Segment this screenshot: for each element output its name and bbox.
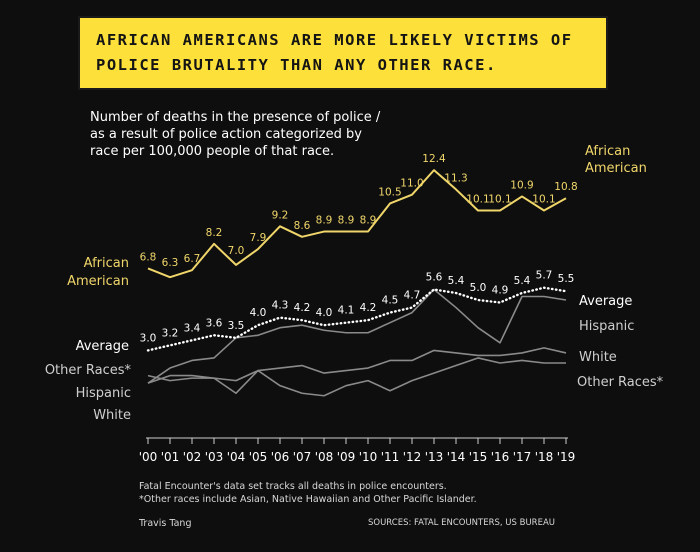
data-label-average-11: 4.5 (382, 295, 399, 307)
data-label-average-6: 4.3 (272, 300, 289, 312)
series-label-right-african-american-0: African (585, 144, 630, 159)
data-label-african-american-5: 7.9 (250, 232, 267, 244)
data-label-african-american-19: 10.8 (554, 181, 577, 193)
chart-subtitle: Number of deaths in the presence of poli… (90, 110, 381, 159)
series-label-right-hispanic-0: Hispanic (579, 319, 634, 334)
footnote-2: *Other races include Asian, Native Hawai… (139, 494, 477, 505)
data-label-average-5: 4.0 (250, 307, 267, 319)
data-label-average-0: 3.0 (140, 332, 157, 344)
data-label-average-9: 4.1 (338, 305, 355, 317)
source-credit: SOURCES: FATAL ENCOUNTERS, US BUREAU (368, 518, 555, 528)
data-label-african-american-6: 9.2 (272, 209, 289, 221)
data-label-average-3: 3.6 (206, 317, 223, 329)
x-tick-label-9: '09 (337, 450, 356, 464)
footnote-1: Fatal Encounter's data set tracks all de… (139, 481, 447, 492)
series-label-right-african-american-1: American (585, 161, 647, 176)
series-line-average (146, 286, 568, 352)
data-label-average-19: 5.5 (558, 273, 575, 285)
x-tick-label-6: '06 (271, 450, 290, 464)
x-tick-label-0: '00 (139, 450, 158, 464)
series-line-other-races (147, 347, 567, 384)
x-tick-label-11: '11 (381, 450, 400, 464)
series-label-left-african-american-1: American (67, 274, 129, 289)
x-tick-label-13: '13 (425, 450, 444, 464)
footnotes: Fatal Encounter's data set tracks all de… (139, 480, 477, 506)
series-label-right-white-0: White (579, 350, 617, 365)
series-label-right-average-0: Average (579, 294, 632, 309)
series-line-african-american (147, 169, 567, 279)
data-label-average-12: 4.7 (404, 290, 421, 302)
x-tick-label-14: '14 (447, 450, 466, 464)
data-label-african-american-15: 10.1 (466, 193, 489, 205)
data-label-african-american-10: 8.9 (360, 215, 377, 227)
series-label-left-white-0: White (93, 408, 131, 423)
data-label-african-american-11: 10.5 (378, 186, 401, 198)
x-tick-label-4: '04 (227, 450, 246, 464)
data-label-average-7: 4.2 (294, 302, 311, 314)
headline-line-2: POLICE BRUTALITY THAN ANY OTHER RACE. (96, 56, 497, 74)
data-label-african-american-13: 12.4 (422, 153, 446, 165)
data-label-african-american-0: 6.8 (140, 251, 157, 263)
series-label-left-african-american-0: African (84, 256, 129, 271)
data-label-average-2: 3.4 (184, 322, 201, 334)
x-tick-label-7: '07 (293, 450, 312, 464)
data-label-average-17: 5.4 (514, 275, 531, 287)
x-tick-label-15: '15 (469, 450, 488, 464)
data-label-average-10: 4.2 (360, 302, 377, 314)
data-label-african-american-2: 6.7 (184, 253, 201, 265)
series-label-right-other-races-0: Other Races* (577, 375, 664, 390)
headline-line-1: AFRICAN AMERICANS ARE MORE LIKELY VICTIM… (96, 31, 573, 49)
x-tick-label-10: '10 (359, 450, 378, 464)
data-label-average-8: 4.0 (316, 307, 333, 319)
x-tick-label-17: '17 (513, 450, 532, 464)
data-label-average-4: 3.5 (228, 320, 245, 332)
data-label-average-18: 5.7 (536, 270, 553, 282)
x-tick-label-5: '05 (249, 450, 268, 464)
data-label-african-american-9: 8.9 (338, 215, 355, 227)
data-label-african-american-16: 10.1 (488, 193, 511, 205)
x-tick-label-2: '02 (183, 450, 202, 464)
x-tick-label-16: '16 (491, 450, 510, 464)
x-tick-label-19: '19 (557, 450, 576, 464)
x-tick-label-18: '18 (535, 450, 554, 464)
series-line-white (147, 357, 566, 397)
data-label-african-american-8: 8.9 (316, 215, 333, 227)
data-label-average-16: 4.9 (492, 285, 509, 297)
data-label-average-1: 3.2 (162, 327, 179, 339)
series-line-hispanic (147, 288, 567, 384)
data-label-african-american-4: 7.0 (228, 245, 245, 257)
series-label-left-average-0: Average (76, 339, 129, 354)
data-label-average-15: 5.0 (470, 282, 487, 294)
data-label-african-american-14: 11.3 (444, 172, 467, 184)
series-label-left-other-races-0: Other Races* (45, 363, 132, 378)
data-label-african-american-18: 10.1 (532, 193, 555, 205)
data-label-average-14: 5.4 (448, 275, 465, 287)
x-tick-label-1: '01 (161, 450, 180, 464)
x-tick-label-12: '12 (403, 450, 422, 464)
data-label-african-american-7: 8.6 (294, 220, 311, 232)
data-label-african-american-3: 8.2 (206, 227, 223, 239)
data-label-average-13: 5.6 (426, 271, 443, 283)
data-label-african-american-1: 6.3 (162, 257, 179, 269)
data-label-african-american-12: 11.0 (400, 178, 423, 190)
series-label-left-hispanic-0: Hispanic (76, 386, 131, 401)
x-tick-label-8: '08 (315, 450, 334, 464)
data-label-african-american-17: 10.9 (510, 179, 533, 191)
headline-banner: AFRICAN AMERICANS ARE MORE LIKELY VICTIM… (78, 16, 608, 90)
x-tick-label-3: '03 (205, 450, 224, 464)
author-credit: Travis Tang (139, 518, 192, 529)
